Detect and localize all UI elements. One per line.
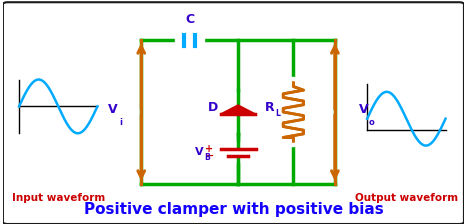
Text: Output waveform: Output waveform <box>355 193 458 203</box>
Text: L: L <box>275 109 280 118</box>
Text: +: + <box>205 144 214 153</box>
Text: o: o <box>369 118 375 127</box>
Text: i: i <box>119 118 123 127</box>
Text: R: R <box>265 101 274 114</box>
Text: C: C <box>185 13 194 26</box>
FancyBboxPatch shape <box>3 2 464 224</box>
Polygon shape <box>221 105 255 114</box>
Text: B: B <box>204 153 210 162</box>
Text: Input waveform: Input waveform <box>12 193 105 203</box>
Text: V: V <box>108 103 118 116</box>
Text: V: V <box>195 147 203 157</box>
Text: Positive clamper with positive bias: Positive clamper with positive bias <box>84 202 384 217</box>
Text: D: D <box>208 101 218 114</box>
Text: V: V <box>359 103 368 116</box>
Text: −: − <box>205 151 214 161</box>
